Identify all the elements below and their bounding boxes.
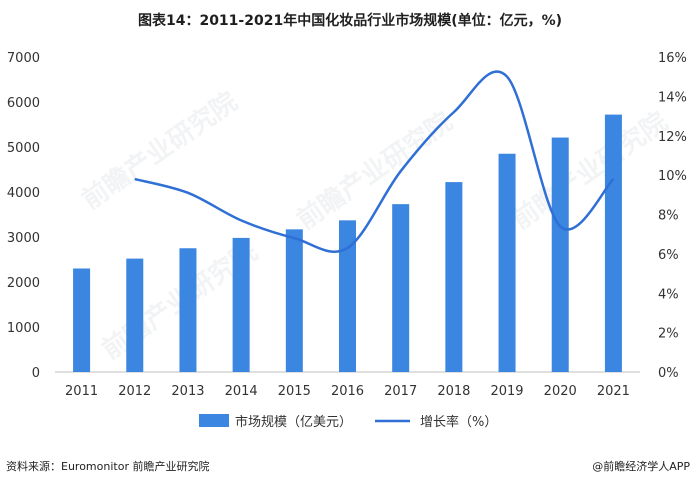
bar bbox=[445, 182, 463, 372]
x-tick-label: 2017 bbox=[384, 384, 417, 399]
y-right-tick-label: 6% bbox=[658, 248, 679, 263]
line-layer bbox=[134, 70, 615, 254]
y-right-tick-label: 8% bbox=[658, 209, 679, 224]
y-left-tick-label: 6000 bbox=[7, 96, 40, 111]
legend-bar-label: 市场规模（亿美元） bbox=[235, 414, 352, 430]
bars-layer bbox=[73, 114, 622, 372]
x-tick-label: 2021 bbox=[597, 384, 630, 399]
brand-note: @前瞻经济学人APP bbox=[592, 460, 690, 473]
bar bbox=[285, 229, 303, 372]
watermark-text: 前瞻产业研究院 bbox=[506, 106, 673, 236]
y-right-tick-label: 14% bbox=[658, 90, 687, 105]
y-left-tick-label: 7000 bbox=[7, 51, 40, 66]
bar bbox=[604, 114, 622, 372]
y-left-tick-label: 0 bbox=[32, 366, 40, 381]
bar bbox=[498, 153, 516, 372]
x-tick-label: 2016 bbox=[331, 384, 364, 399]
y-right-tick-label: 16% bbox=[658, 51, 687, 66]
x-tick-label: 2011 bbox=[65, 384, 98, 399]
y-right-tick-label: 4% bbox=[658, 287, 679, 302]
bar bbox=[551, 137, 569, 372]
y-right-tick-label: 12% bbox=[658, 130, 687, 145]
y-right-tick-label: 0% bbox=[658, 366, 679, 381]
legend: 市场规模（亿美元） 增长率（%） bbox=[199, 414, 497, 430]
growth-rate-line bbox=[134, 70, 615, 254]
bar bbox=[392, 204, 410, 372]
x-tick-label: 2014 bbox=[225, 384, 258, 399]
source-note: 资料来源：Euromonitor 前瞻产业研究院 bbox=[6, 460, 210, 473]
x-tick-label: 2013 bbox=[171, 384, 204, 399]
y-left-tick-label: 5000 bbox=[7, 141, 40, 156]
bar bbox=[73, 268, 91, 372]
y-left-tick-label: 4000 bbox=[7, 186, 40, 201]
y-left-tick-label: 3000 bbox=[7, 231, 40, 246]
watermark-text: 前瞻产业研究院 bbox=[76, 86, 243, 216]
y-right-tick-label: 2% bbox=[658, 327, 679, 342]
bar bbox=[232, 237, 250, 372]
legend-bar-swatch bbox=[199, 414, 229, 427]
bar bbox=[126, 258, 144, 372]
y-right-tick-label: 10% bbox=[658, 169, 687, 184]
watermark-text: 前瞻产业研究院 bbox=[291, 106, 458, 236]
bar bbox=[179, 248, 197, 372]
chart-title: 图表14：2011-2021年中国化妆品行业市场规模(单位：亿元，%) bbox=[137, 13, 563, 29]
bar bbox=[339, 220, 356, 372]
y-left-tick-label: 2000 bbox=[7, 276, 40, 291]
watermark-layer: 前瞻产业研究院前瞻产业研究院前瞻产业研究院前瞻产业研究院 bbox=[76, 86, 673, 366]
y-left-tick-label: 1000 bbox=[7, 321, 40, 336]
x-tick-label: 2015 bbox=[278, 384, 311, 399]
x-tick-label: 2020 bbox=[544, 384, 577, 399]
x-tick-label: 2019 bbox=[490, 384, 523, 399]
x-tick-label: 2012 bbox=[118, 384, 151, 399]
legend-line-label: 增长率（%） bbox=[420, 414, 497, 430]
x-tick-label: 2018 bbox=[437, 384, 470, 399]
